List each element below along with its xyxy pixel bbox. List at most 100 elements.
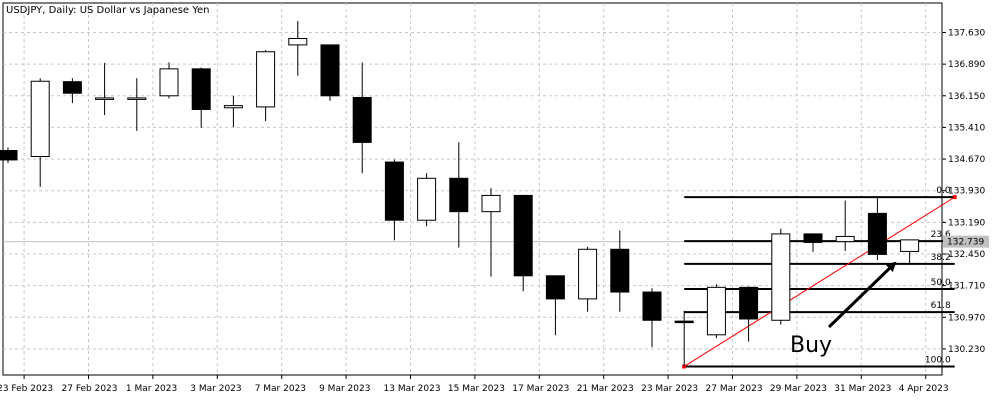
- candle: [900, 239, 920, 264]
- x-tick-label: 15 Mar 2023: [448, 384, 505, 394]
- candle: [30, 78, 50, 187]
- candle-body: [320, 44, 340, 97]
- x-tick-label: 7 Mar 2023: [255, 384, 306, 394]
- candle-body: [739, 286, 759, 320]
- x-tick-label: 3 Mar 2023: [190, 384, 241, 394]
- fib-level-label: 61.8: [931, 301, 951, 311]
- candle: [481, 188, 501, 277]
- y-tick-label: 137.630: [948, 29, 985, 39]
- fib-level-label: 100.0: [925, 355, 951, 365]
- candle-body: [384, 161, 404, 221]
- candle-body: [417, 177, 437, 221]
- candle: [610, 230, 630, 312]
- x-tick-label: 1 Mar 2023: [126, 384, 177, 394]
- candle-body: [867, 212, 887, 255]
- candle-body: [62, 81, 82, 94]
- candle-body: [578, 248, 598, 300]
- x-tick-label: 21 Mar 2023: [577, 384, 634, 394]
- candle-body: [771, 233, 791, 321]
- candle-body: [30, 80, 50, 158]
- candle: [513, 194, 533, 292]
- candle: [642, 288, 662, 348]
- candle: [256, 50, 276, 122]
- buy-label: Buy: [790, 333, 832, 358]
- x-tick-label: 27 Feb 2023: [62, 384, 118, 394]
- y-tick-label: 136.150: [948, 92, 985, 102]
- x-tick-label: 9 Mar 2023: [319, 384, 370, 394]
- candle: [867, 197, 887, 260]
- candle-body: [0, 150, 18, 161]
- candle: [320, 44, 340, 101]
- current-price-tag: [943, 235, 989, 248]
- x-tick-label: 23 Feb 2023: [0, 384, 53, 394]
- candle: [352, 62, 372, 174]
- candle-body: [481, 194, 501, 213]
- x-tick-label: 4 Apr 2023: [899, 384, 949, 394]
- candle-body: [642, 291, 662, 321]
- candle: [578, 246, 598, 312]
- fib-level-label: 38.2: [931, 253, 951, 263]
- candle: [706, 284, 726, 339]
- candle: [771, 228, 791, 325]
- candle: [95, 62, 115, 116]
- candlesticks: [0, 20, 920, 367]
- candle: [159, 62, 179, 99]
- candle-body: [95, 97, 115, 100]
- fib-anchor-point: [952, 195, 957, 200]
- x-tick-label: 13 Mar 2023: [384, 384, 441, 394]
- x-tick-label: 27 Mar 2023: [706, 384, 763, 394]
- candle-body: [835, 235, 855, 243]
- price-axis: 137.630 136.890 136.150 135.410 134.670 133.9…: [942, 29, 989, 355]
- x-tick-label: 29 Mar 2023: [770, 384, 827, 394]
- candle: [449, 142, 469, 248]
- candle-body: [706, 286, 726, 336]
- fib-level-label: 23.6: [931, 230, 951, 240]
- buy-arrow: [827, 261, 897, 329]
- candle: [545, 275, 565, 336]
- y-tick-label: 130.230: [948, 345, 985, 355]
- x-tick-label: 17 Mar 2023: [512, 384, 569, 394]
- y-tick-label: 134.670: [948, 155, 985, 165]
- candle-body: [191, 68, 211, 110]
- candle-body: [610, 248, 630, 293]
- candle-body: [127, 97, 147, 100]
- y-tick-label: 133.930: [948, 187, 985, 197]
- candle-body: [513, 194, 533, 277]
- candle-body: [223, 105, 243, 109]
- candle: [127, 78, 147, 131]
- candle: [417, 173, 437, 227]
- candle-body: [545, 275, 565, 300]
- candle: [674, 310, 694, 367]
- candle: [288, 20, 308, 76]
- candle: [739, 286, 759, 342]
- buy-annotation: Buy: [790, 261, 897, 358]
- candle: [384, 159, 404, 241]
- candle: [835, 200, 855, 251]
- candle-body: [449, 177, 469, 213]
- candle-body: [674, 320, 694, 324]
- candle: [191, 67, 211, 128]
- candle-body: [803, 233, 823, 243]
- candle-body: [159, 68, 179, 97]
- x-tick-label: 31 Mar 2023: [834, 384, 891, 394]
- y-tick-label: 131.710: [948, 282, 985, 292]
- y-tick-label: 135.410: [948, 123, 985, 133]
- y-tick-label: 132.450: [948, 250, 985, 260]
- chart-title: USDJPY, Daily: US Dollar vs Japanese Yen: [6, 5, 210, 16]
- candle: [62, 78, 82, 104]
- candle: [223, 95, 243, 127]
- date-axis: 23 Feb 2023 27 Feb 2023 1 Mar 2023 3 Mar 20…: [0, 375, 949, 394]
- plot-area: [2, 2, 943, 376]
- x-tick-label: 23 Mar 2023: [641, 384, 698, 394]
- candle-body: [900, 239, 920, 252]
- candle-body: [352, 96, 372, 143]
- y-tick-label: 136.890: [948, 60, 985, 70]
- candle-body: [288, 37, 308, 46]
- fib-trend-line: [683, 196, 955, 367]
- y-tick-label: 133.190: [948, 218, 985, 228]
- candle: [803, 233, 823, 252]
- y-tick-label: 130.970: [948, 313, 985, 323]
- candle-body: [256, 51, 276, 108]
- candle: [0, 147, 18, 163]
